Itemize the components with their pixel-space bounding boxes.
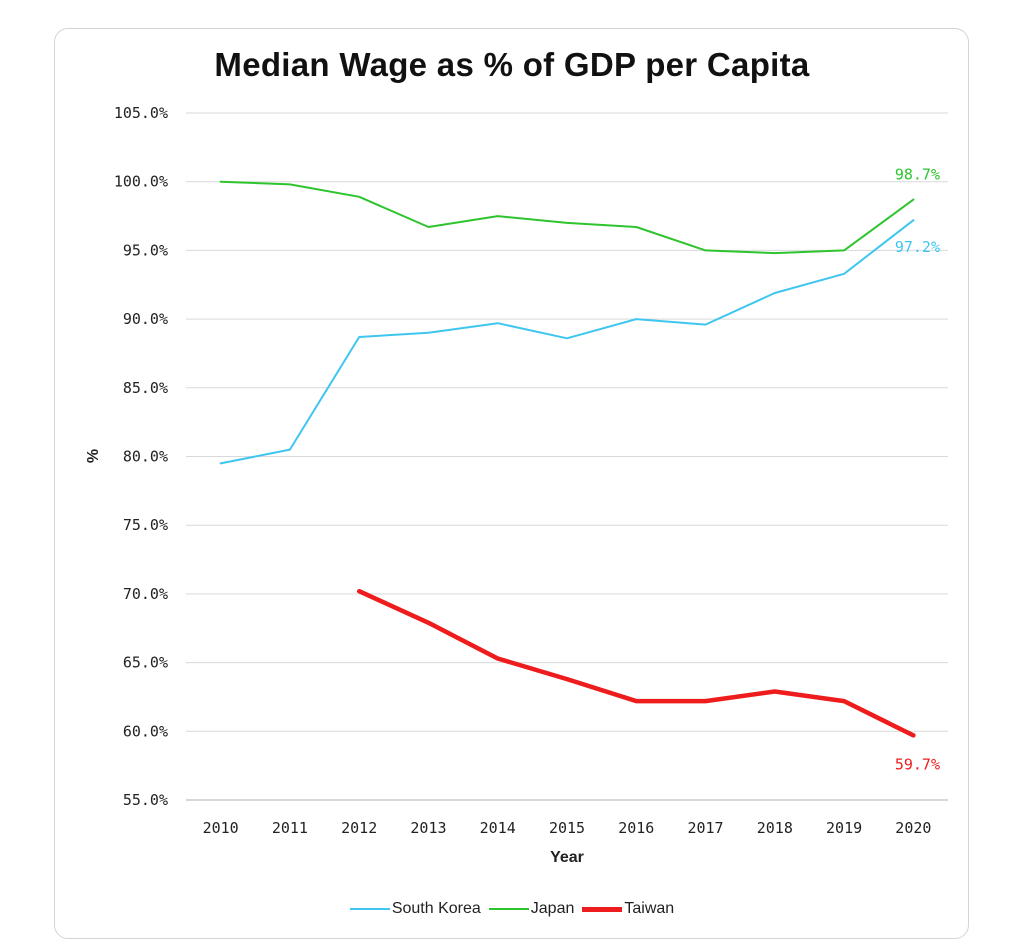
- x-tick-label: 2015: [549, 819, 585, 837]
- legend-swatch-south-korea: [349, 908, 390, 910]
- x-tick-label: 2013: [410, 819, 446, 837]
- chart-card: [54, 28, 969, 939]
- y-tick-label: 100.0%: [114, 173, 168, 191]
- legend: South Korea Japan Taiwan: [0, 900, 1024, 918]
- legend-label-taiwan: Taiwan: [624, 900, 675, 917]
- y-axis-ticks: 55.0% 60.0% 65.0% 70.0% 75.0% 80.0% 85.0% 90.0%…: [114, 104, 168, 809]
- gridlines: [186, 112, 948, 801]
- y-tick-label: 85.0%: [123, 379, 168, 397]
- legend-item-taiwan: Taiwan: [582, 900, 674, 918]
- y-tick-label: 90.0%: [123, 310, 168, 328]
- data-labels: 97.2% 98.7% 59.7%: [895, 166, 940, 774]
- series-line-south-korea: [219, 219, 915, 465]
- y-tick-label: 65.0%: [123, 654, 168, 672]
- legend-swatch-japan: [488, 908, 529, 910]
- series-line-japan: [219, 180, 915, 255]
- series-lines: [219, 180, 916, 738]
- legend-swatch-taiwan: [582, 906, 623, 912]
- x-tick-label: 2017: [687, 819, 723, 837]
- x-tick-label: 2018: [757, 819, 793, 837]
- x-tick-label: 2016: [618, 819, 654, 837]
- y-axis-title: %: [85, 449, 102, 463]
- x-axis-title: Year: [550, 849, 584, 866]
- y-tick-label: 60.0%: [123, 722, 168, 740]
- y-tick-label: 105.0%: [114, 104, 168, 122]
- y-tick-label: 75.0%: [123, 516, 168, 534]
- x-tick-label: 2011: [272, 819, 308, 837]
- legend-label-south-korea: South Korea: [391, 900, 481, 917]
- x-axis-ticks: 2010 2011 2012 2013 2014 2015 2016 2017 2018 2019…: [203, 819, 932, 837]
- x-tick-label: 2010: [203, 819, 239, 837]
- legend-label-japan: Japan: [530, 900, 575, 917]
- x-tick-label: 2019: [826, 819, 862, 837]
- series-line-taiwan: [356, 588, 916, 738]
- data-label-japan: 98.7%: [895, 166, 940, 184]
- x-tick-label: 2020: [895, 819, 931, 837]
- x-tick-label: 2012: [341, 819, 377, 837]
- legend-item-south-korea: South Korea: [349, 900, 481, 918]
- data-label-taiwan: 59.7%: [895, 755, 940, 773]
- y-tick-label: 95.0%: [123, 241, 168, 259]
- chart-title: Median Wage as % of GDP per Capita: [214, 46, 810, 83]
- data-label-south-korea: 97.2%: [895, 238, 940, 256]
- y-tick-label: 70.0%: [123, 585, 168, 603]
- y-tick-label: 55.0%: [123, 791, 168, 809]
- y-tick-label: 80.0%: [123, 448, 168, 466]
- x-tick-label: 2014: [480, 819, 516, 837]
- legend-item-japan: Japan: [488, 900, 575, 918]
